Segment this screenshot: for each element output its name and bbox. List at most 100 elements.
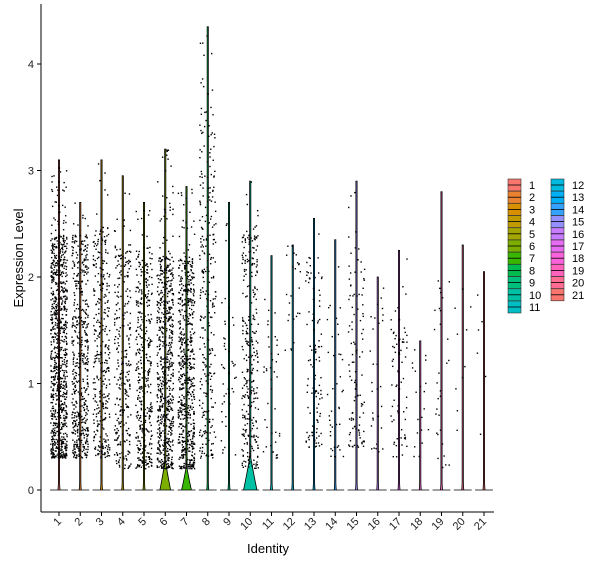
data-point bbox=[205, 418, 207, 420]
data-point bbox=[307, 436, 310, 439]
data-point bbox=[137, 287, 139, 289]
data-point bbox=[85, 363, 87, 365]
data-point bbox=[180, 423, 182, 426]
data-point bbox=[58, 237, 60, 240]
data-point bbox=[190, 459, 192, 461]
data-point bbox=[104, 345, 106, 348]
data-point bbox=[312, 313, 314, 315]
data-point bbox=[378, 451, 380, 453]
data-point bbox=[76, 439, 78, 442]
data-point bbox=[392, 332, 395, 335]
data-point bbox=[103, 374, 105, 377]
data-point bbox=[207, 235, 209, 237]
data-point bbox=[254, 407, 257, 409]
data-point bbox=[165, 257, 167, 260]
data-point bbox=[186, 382, 189, 385]
data-point bbox=[52, 306, 55, 309]
violin-4 bbox=[113, 175, 132, 491]
data-point bbox=[82, 429, 84, 432]
data-point bbox=[169, 387, 171, 390]
data-point bbox=[169, 393, 171, 395]
data-point bbox=[363, 401, 365, 403]
data-point bbox=[403, 327, 406, 329]
data-point bbox=[207, 293, 210, 296]
data-point bbox=[56, 194, 59, 197]
data-point bbox=[147, 299, 149, 301]
data-point bbox=[126, 439, 128, 441]
data-point bbox=[188, 283, 190, 285]
data-point bbox=[255, 392, 258, 394]
data-point bbox=[106, 455, 108, 458]
data-point bbox=[172, 313, 174, 315]
data-point bbox=[145, 297, 148, 299]
data-point bbox=[78, 421, 80, 424]
data-point bbox=[251, 386, 253, 388]
data-point bbox=[179, 320, 181, 322]
data-point bbox=[127, 453, 129, 456]
data-point bbox=[166, 408, 168, 410]
data-point bbox=[169, 448, 172, 451]
data-point bbox=[86, 339, 88, 341]
data-point bbox=[400, 381, 402, 383]
data-point bbox=[55, 289, 58, 292]
data-point bbox=[205, 238, 208, 240]
data-point bbox=[465, 329, 468, 331]
data-point bbox=[151, 462, 153, 464]
data-point bbox=[163, 432, 166, 434]
data-point bbox=[139, 379, 141, 381]
data-point bbox=[76, 285, 78, 287]
data-point bbox=[77, 342, 79, 344]
data-point bbox=[54, 238, 56, 241]
data-point bbox=[162, 397, 165, 400]
data-point bbox=[80, 456, 83, 458]
data-point bbox=[77, 316, 80, 319]
data-point bbox=[331, 426, 333, 428]
data-point bbox=[177, 413, 180, 416]
data-point bbox=[215, 295, 217, 298]
data-point bbox=[256, 456, 259, 458]
data-point bbox=[129, 290, 131, 292]
data-point bbox=[121, 357, 123, 359]
data-point bbox=[120, 257, 122, 260]
data-point bbox=[245, 429, 248, 431]
data-point bbox=[60, 455, 62, 457]
data-point bbox=[65, 385, 68, 387]
data-point bbox=[126, 302, 129, 305]
data-point bbox=[439, 309, 442, 312]
data-point bbox=[200, 378, 202, 380]
data-point bbox=[159, 460, 161, 462]
data-point bbox=[232, 362, 234, 364]
data-point bbox=[380, 297, 382, 299]
data-point bbox=[59, 274, 61, 276]
data-point bbox=[403, 341, 405, 343]
data-point bbox=[190, 337, 192, 339]
data-point bbox=[156, 321, 158, 324]
data-point bbox=[192, 377, 195, 379]
data-point bbox=[191, 192, 193, 194]
data-point bbox=[76, 275, 78, 277]
data-point bbox=[87, 347, 89, 349]
data-point bbox=[107, 454, 109, 457]
data-point bbox=[138, 448, 140, 450]
data-point bbox=[179, 347, 181, 350]
data-point bbox=[200, 170, 203, 173]
data-point bbox=[54, 312, 57, 314]
data-point bbox=[211, 425, 213, 427]
data-point bbox=[401, 444, 403, 446]
data-point bbox=[103, 438, 105, 440]
data-point bbox=[100, 446, 102, 448]
data-point bbox=[119, 456, 121, 459]
data-point bbox=[254, 354, 257, 357]
data-point bbox=[251, 381, 253, 383]
data-point bbox=[191, 312, 194, 314]
data-point bbox=[166, 450, 168, 452]
data-point bbox=[332, 387, 334, 390]
data-point bbox=[65, 314, 67, 316]
data-point bbox=[187, 464, 189, 466]
data-point bbox=[358, 430, 360, 432]
data-point bbox=[180, 368, 183, 370]
data-point bbox=[94, 234, 96, 237]
data-point bbox=[166, 287, 168, 290]
data-point bbox=[320, 443, 323, 446]
data-point bbox=[382, 448, 384, 450]
